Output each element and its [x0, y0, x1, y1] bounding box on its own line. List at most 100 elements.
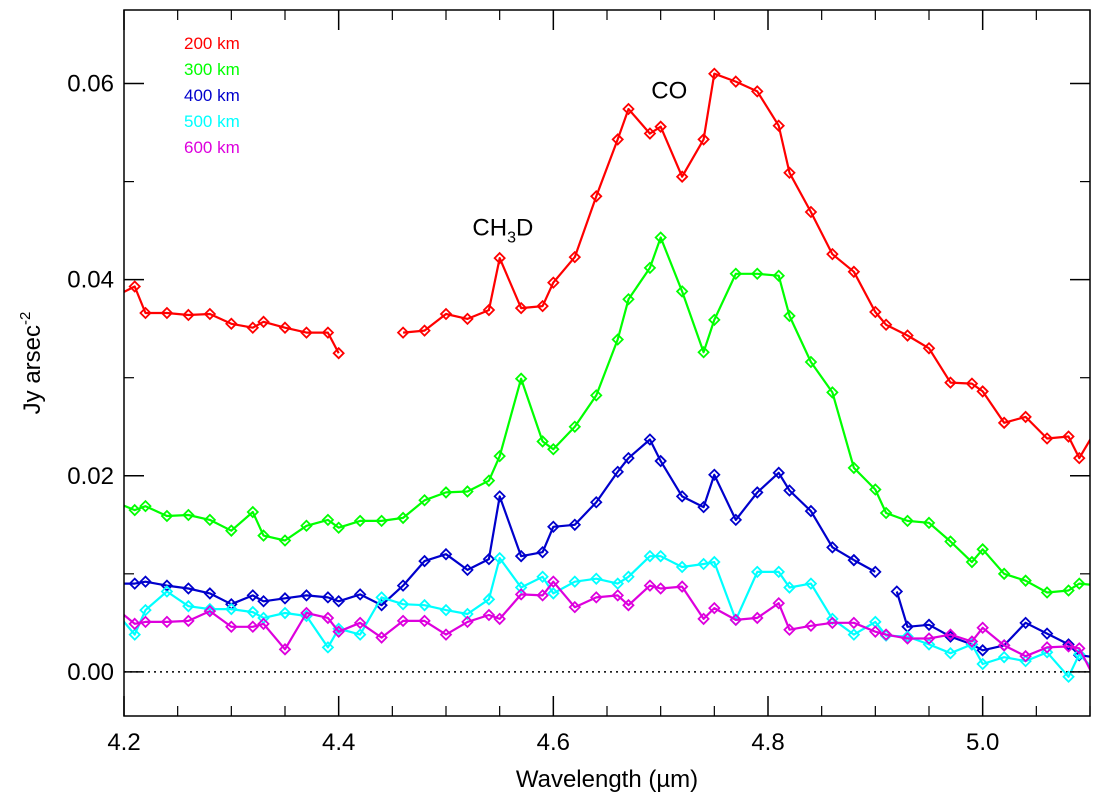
data-point [536, 570, 549, 584]
data-point [461, 615, 474, 629]
data-point [547, 575, 560, 588]
data-point [353, 588, 367, 601]
data-point [160, 585, 174, 598]
series-200-km [124, 67, 1090, 465]
data-point [128, 577, 142, 590]
data-point [1040, 645, 1054, 659]
data-point [772, 269, 786, 283]
annotations: CH3D CO [472, 77, 687, 246]
data-point [729, 613, 743, 627]
data-point [879, 628, 893, 641]
data-point [922, 342, 936, 355]
data-point [654, 231, 667, 244]
data-point [568, 518, 582, 532]
data-point [1062, 640, 1075, 653]
data-point [257, 315, 270, 329]
data-point [396, 511, 410, 525]
data-point [750, 611, 764, 625]
data-point [203, 604, 217, 618]
data-point [1062, 430, 1075, 443]
data-point [622, 598, 635, 612]
plot-frame [123, 9, 1091, 717]
data-point [461, 312, 474, 326]
data-point [611, 133, 625, 146]
x-tick-label: 5.0 [966, 729, 999, 756]
data-point [160, 306, 174, 320]
series-500-km [124, 549, 1090, 684]
data-point [589, 572, 603, 585]
data-point [321, 326, 335, 339]
data-point [804, 504, 818, 518]
data-point [375, 631, 388, 644]
data-point [482, 474, 496, 487]
data-point [300, 326, 313, 339]
data-point [965, 377, 979, 390]
data-point [611, 577, 625, 590]
legend-entry: 500 km [184, 112, 240, 131]
data-point [182, 508, 195, 522]
data-point [697, 557, 710, 571]
data-point [1019, 574, 1032, 587]
data-point [750, 565, 764, 579]
data-point [396, 614, 410, 628]
data-point [783, 309, 796, 323]
data-point [493, 612, 506, 626]
data-point [847, 553, 861, 567]
data-point [965, 635, 979, 648]
data-point [589, 190, 603, 203]
annotation-label: CO [651, 77, 687, 104]
data-point [514, 372, 528, 385]
data-point [847, 628, 861, 641]
y-tick-label: 0.02 [67, 463, 114, 490]
series-line [124, 580, 1090, 672]
data-point [139, 575, 152, 588]
data-point [568, 600, 582, 614]
data-point [375, 591, 388, 604]
data-point [589, 495, 603, 509]
data-point [697, 500, 710, 514]
data-point [643, 433, 657, 446]
data-point [332, 346, 345, 360]
data-point [536, 299, 549, 313]
data-point [772, 119, 786, 132]
data-point [332, 595, 345, 608]
data-point [611, 589, 625, 602]
data-point [321, 591, 335, 604]
data-point [225, 620, 238, 634]
data-point [804, 355, 818, 369]
data-point [139, 615, 152, 629]
data-point [783, 581, 796, 594]
data-point [675, 170, 689, 183]
data-point [729, 267, 743, 281]
data-point [708, 67, 721, 81]
data-point [622, 570, 635, 584]
y-axis-title: Jy arsec-2 [17, 312, 46, 415]
annotation-subscript: 3 [507, 230, 516, 247]
data-point [826, 616, 839, 630]
data-point [675, 285, 689, 298]
data-point [160, 509, 174, 523]
data-point [108, 496, 118, 506]
data-point [203, 513, 217, 527]
data-point [944, 628, 957, 641]
series-300-km [108, 231, 1090, 599]
y-axis-title-superscript: -2 [17, 312, 34, 325]
data-point [128, 503, 142, 517]
data-point [976, 621, 989, 635]
data-point [396, 579, 410, 592]
data-point [139, 603, 152, 617]
data-point [418, 494, 431, 507]
data-point [750, 486, 764, 499]
data-point [1019, 410, 1032, 424]
data-point [1040, 586, 1054, 599]
data-point [493, 251, 506, 265]
data-point [257, 617, 270, 631]
data-point [461, 563, 474, 577]
data-point [847, 265, 861, 279]
data-point [976, 644, 989, 657]
data-point [482, 593, 496, 606]
data-point [182, 582, 195, 595]
data-point [783, 623, 796, 636]
legend-entry: 200 km [184, 34, 240, 53]
data-point [589, 389, 603, 402]
